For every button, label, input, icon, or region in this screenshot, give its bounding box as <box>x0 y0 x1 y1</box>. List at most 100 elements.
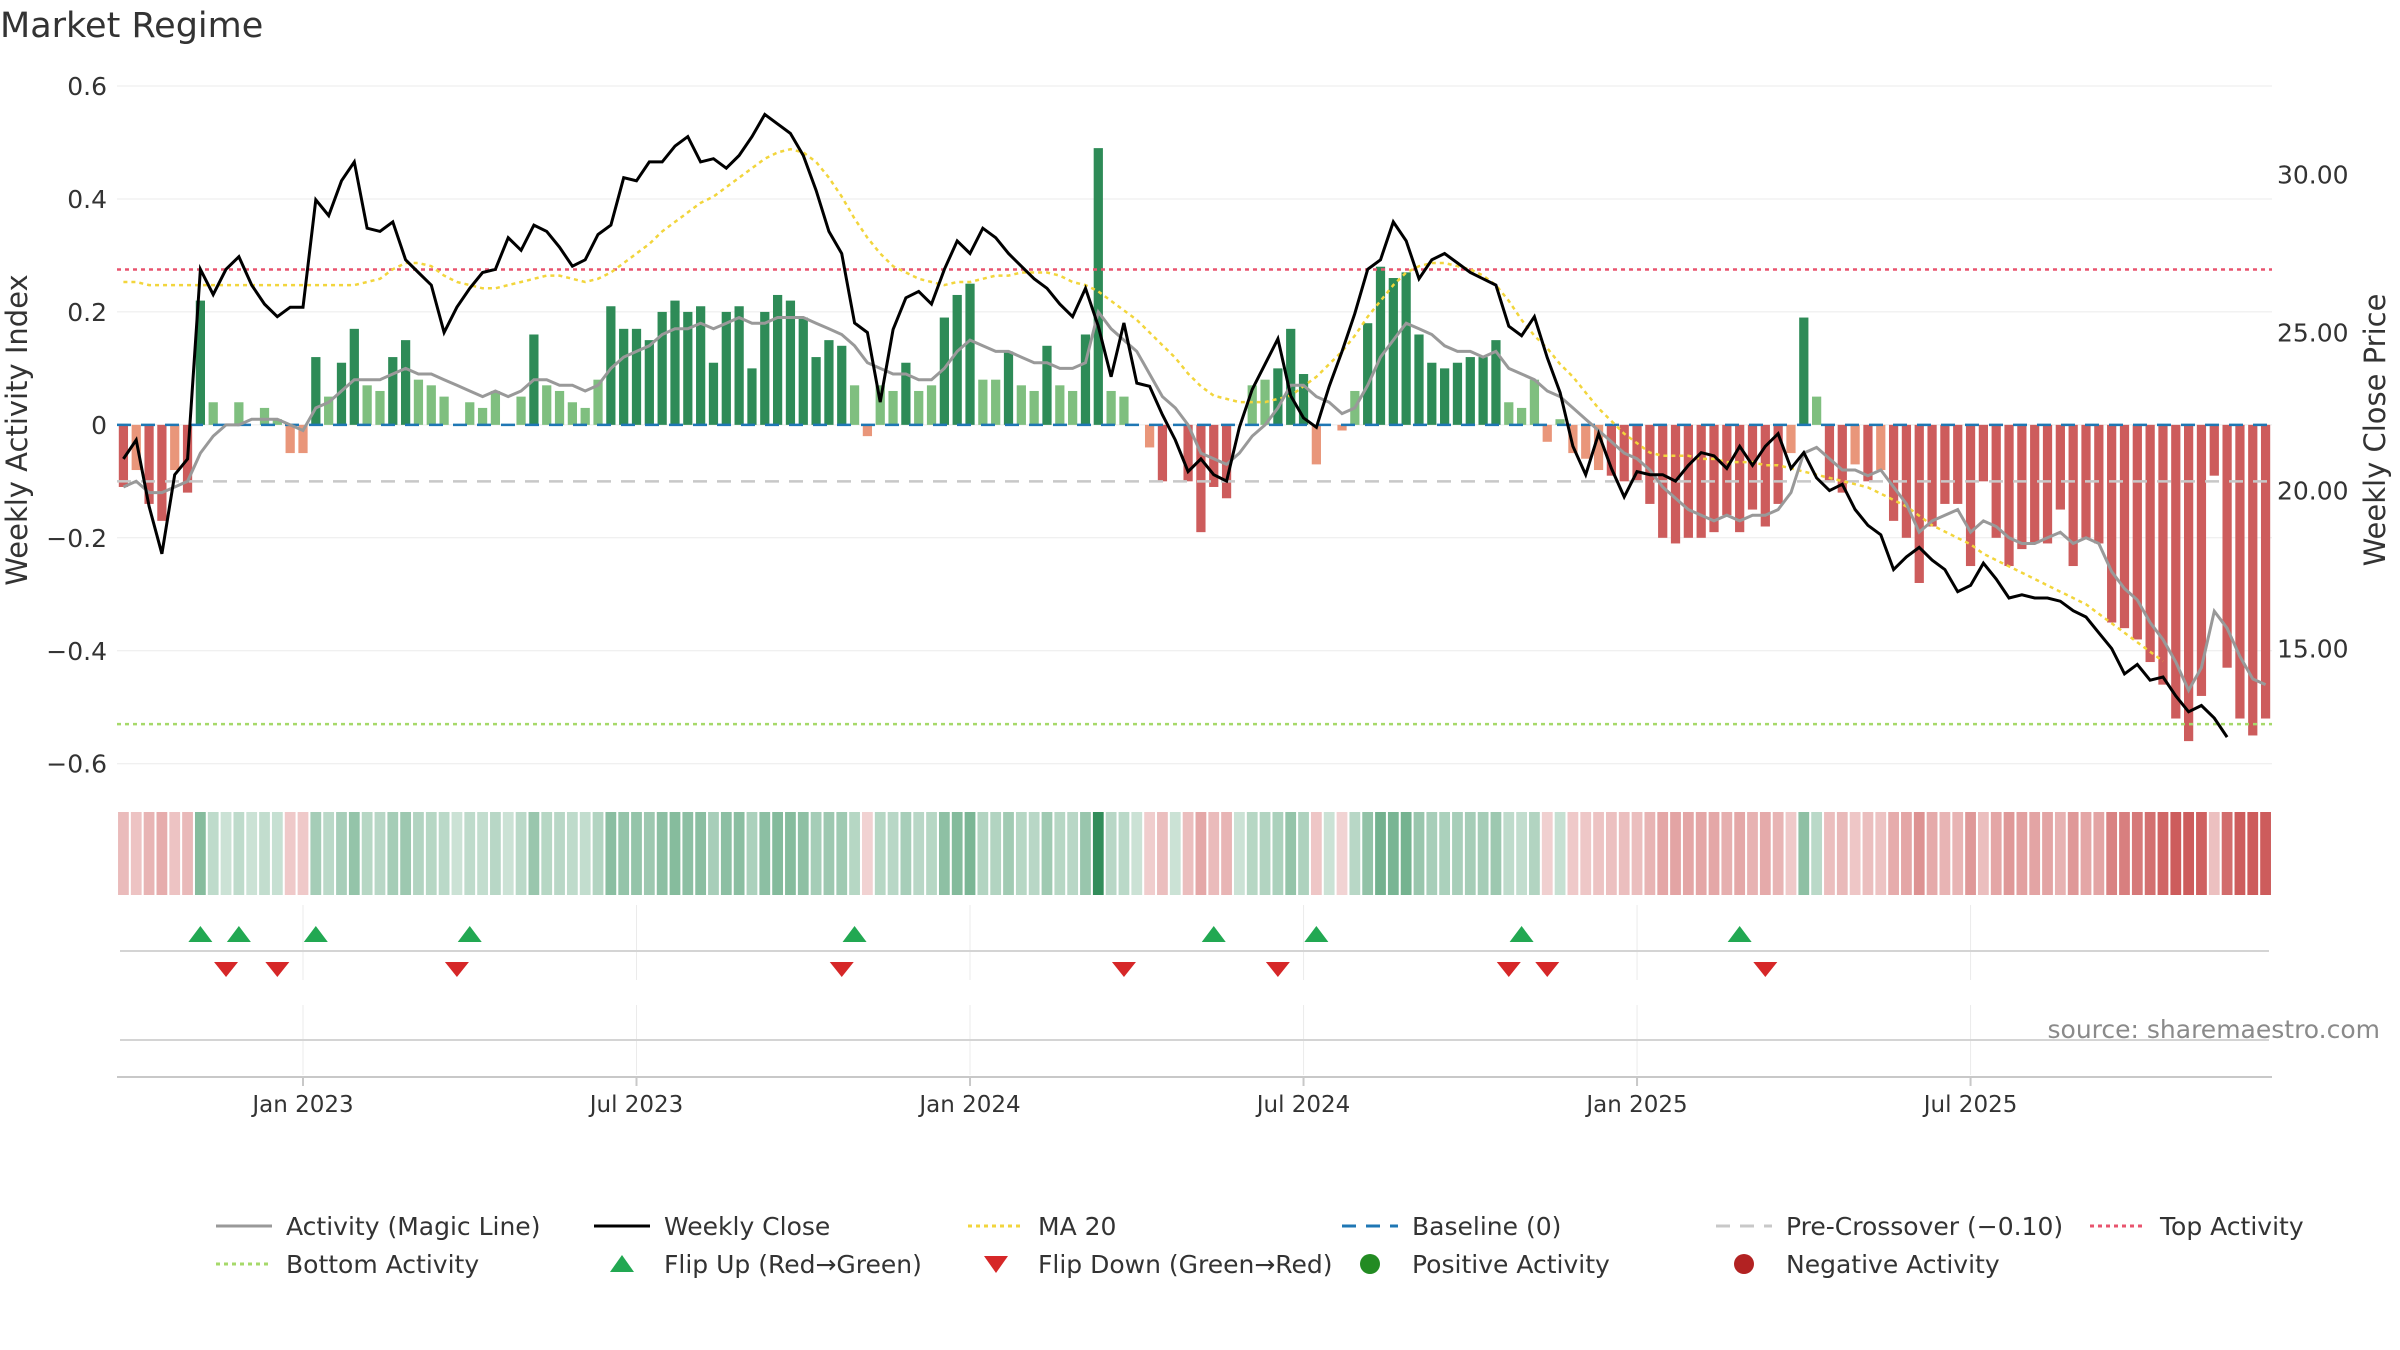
activity-bar <box>2055 424 2065 510</box>
activity-bar <box>1388 278 1398 425</box>
activity-bar <box>2132 424 2142 640</box>
heat-cell <box>361 812 373 895</box>
heat-cell <box>169 812 181 895</box>
y-tick-label: 0 <box>91 411 107 440</box>
flip-up-marker <box>1201 926 1226 942</box>
activity-bar <box>465 402 475 425</box>
heat-cell <box>708 812 719 895</box>
activity-bar <box>1440 368 1450 425</box>
heat-cell <box>2144 812 2156 895</box>
heat-cell <box>1426 812 1438 895</box>
heat-cell <box>900 812 912 895</box>
y-tick-label: 0.6 <box>67 72 107 101</box>
heat-cell <box>1721 812 1733 895</box>
heat-cell <box>1913 812 1925 895</box>
legend-item-weekly-close: Weekly Close <box>592 1207 830 1245</box>
heat-cell <box>1221 812 1232 895</box>
activity-bar <box>798 317 808 425</box>
activity-bar <box>580 407 590 425</box>
flip-down-marker <box>1753 962 1778 977</box>
heat-cell <box>1888 812 1899 895</box>
heat-cell <box>926 812 937 895</box>
activity-bar <box>349 328 359 425</box>
heat-cell <box>1298 812 1309 895</box>
activity-bar <box>644 340 654 425</box>
bottom-activity-swatch <box>214 1252 274 1276</box>
activity-bar <box>388 357 398 425</box>
activity-bar <box>2260 424 2271 719</box>
activity-bar <box>1003 351 1014 425</box>
heat-cell <box>1285 812 1297 895</box>
activity-bar <box>1940 424 1950 504</box>
heat-cell <box>1644 812 1656 895</box>
x-tick-label: Jan 2023 <box>250 1092 353 1118</box>
flip-up-marker <box>1509 926 1534 942</box>
activity-bar <box>785 300 796 425</box>
y2-tick-label: 15.00 <box>2277 635 2349 664</box>
heat-cell <box>1169 812 1181 895</box>
heat-cell <box>2042 812 2053 895</box>
flip-up-marker <box>1727 926 1752 942</box>
activity-bar <box>170 424 180 471</box>
heat-cell <box>413 812 424 895</box>
heat-cell <box>1682 812 1694 895</box>
heat-cell <box>297 812 309 895</box>
activity-bar <box>1965 424 1976 567</box>
heat-cell <box>566 812 578 895</box>
heat-cell <box>246 812 258 895</box>
heat-cell <box>592 812 604 895</box>
activity-bar <box>1786 424 1796 454</box>
activity-bar <box>426 385 436 425</box>
activity-bar <box>1157 424 1168 482</box>
activity-bar <box>939 317 949 425</box>
activity-bar <box>1606 424 1617 476</box>
activity-bar <box>234 402 244 425</box>
heat-cell <box>1734 812 1746 895</box>
heat-cell <box>2093 812 2105 895</box>
heat-cell <box>720 812 732 895</box>
activity-bar <box>490 390 501 425</box>
heat-cell <box>990 812 1002 895</box>
heat-cell <box>1554 812 1566 895</box>
legend-item-negative-activity: Negative Activity <box>1714 1245 2000 1283</box>
activity-bar <box>1247 385 1257 425</box>
heat-cell <box>2247 812 2259 895</box>
legend-item-baseline: Baseline (0) <box>1340 1207 1561 1245</box>
activity-bar <box>1760 424 1770 527</box>
heat-cell <box>541 812 553 895</box>
heat-cell <box>887 812 899 895</box>
activity-bar <box>683 311 693 425</box>
legend-label: Pre-Crossover (−0.10) <box>1786 1211 2064 1241</box>
baseline-swatch <box>1340 1214 1400 1238</box>
legend-label: Weekly Close <box>664 1211 831 1241</box>
flip-up-marker <box>303 926 328 942</box>
heat-cell <box>502 812 514 895</box>
heat-cell <box>1939 812 1951 895</box>
heat-cell <box>2067 812 2079 895</box>
heat-cell <box>1413 812 1425 895</box>
flip-down-marker <box>1111 962 1136 977</box>
y-axis-label-right: Weekly Close Price <box>2358 294 2392 567</box>
heat-cell <box>836 812 848 895</box>
heat-cell <box>797 812 809 895</box>
activity-bar <box>1888 424 1899 521</box>
heat-cell <box>1529 812 1540 895</box>
heat-cell <box>2234 812 2246 895</box>
heat-cell <box>938 812 950 895</box>
activity-bar <box>1055 385 1065 425</box>
heat-cell <box>733 812 745 895</box>
heat-cell <box>387 812 399 895</box>
activity-bar <box>914 390 924 425</box>
activity-heat-strip <box>118 812 2271 895</box>
heat-cell <box>220 812 232 895</box>
activity-bar <box>862 424 873 437</box>
heat-cell <box>1695 812 1707 895</box>
activity-bar <box>875 385 885 425</box>
negative-activity-icon <box>1714 1252 1774 1276</box>
heat-cell <box>1824 812 1835 895</box>
legend-item-pre-crossover: Pre-Crossover (−0.10) <box>1714 1207 2063 1245</box>
activity-bar <box>1863 424 1873 482</box>
y-axis-label-left: Weekly Activity Index <box>0 274 34 585</box>
heat-cell <box>1310 812 1322 895</box>
activity-bar <box>311 357 321 425</box>
